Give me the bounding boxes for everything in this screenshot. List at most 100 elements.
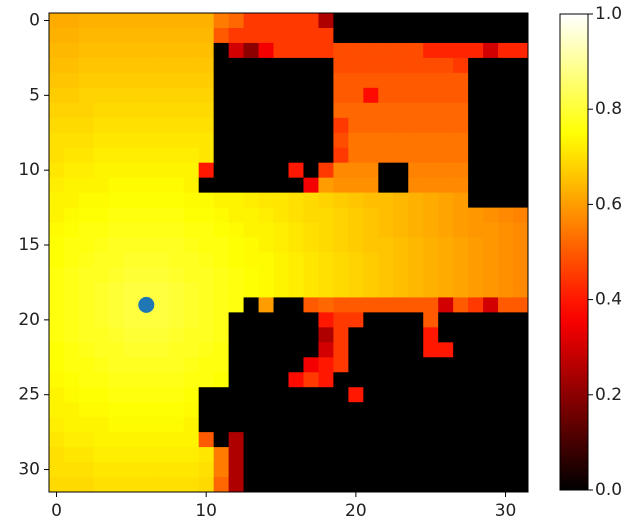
heatmap-cell [108,57,125,74]
heatmap-cell [378,462,394,478]
heatmap-cell [363,462,379,478]
heatmap-cell [438,72,454,89]
heatmap-cell [258,13,274,29]
heatmap-cell [228,27,244,44]
heatmap-cell [198,222,215,238]
heatmap-cell [78,27,95,44]
heatmap-cell [438,372,454,388]
heatmap-cell [198,102,215,119]
heatmap-cell [348,42,364,59]
heatmap-cell [468,87,484,104]
heatmap-cell [168,327,185,343]
heatmap-cell [378,342,394,358]
heatmap-cell [49,402,65,418]
heatmap-cell [168,477,185,493]
heatmap-cell [138,207,155,223]
heatmap-cell [438,27,454,44]
heatmap-cell [228,327,244,343]
heatmap-cell [333,342,349,358]
heatmap-cell [123,387,140,403]
heatmap-cell [423,132,439,149]
heatmap-cell [363,147,379,164]
heatmap-cell [258,402,274,418]
heatmap-cell [303,312,319,328]
heatmap-cell [423,282,439,298]
heatmap-cell [168,297,185,313]
heatmap-cell [303,372,319,388]
heatmap-cell [498,342,514,358]
heatmap-cell [108,117,125,134]
heatmap-cell [228,297,244,313]
heatmap-cell [378,432,394,448]
heatmap-cell [438,207,454,223]
heatmap-cell [183,432,200,448]
heatmap-cell [78,177,95,194]
heatmap-cell [168,57,185,74]
heatmap-cell [243,147,259,164]
heatmap-cell [438,147,454,164]
heatmap-cell [408,462,424,478]
heatmap-cell [348,177,364,194]
heatmap-cell [483,13,499,29]
heatmap-cell [408,447,424,463]
heatmap-cell [438,42,454,59]
heatmap-cell [228,432,244,448]
heatmap-cell [378,117,394,134]
heatmap-cell [363,42,379,59]
heatmap-cell [318,267,334,283]
heatmap-cell [318,102,334,119]
heatmap-cell [438,462,454,478]
heatmap-cell [49,222,65,238]
heatmap-cell [78,132,95,149]
heatmap-cell [258,372,274,388]
heatmap-cell [288,387,304,403]
heatmap-cell [483,42,499,59]
heatmap-cell [93,207,110,223]
heatmap-cell [513,342,529,358]
heatmap-cell [198,372,215,388]
heatmap-cell [78,312,95,328]
heatmap-cell [273,102,289,119]
heatmap-cell [483,147,499,164]
heatmap-cell [228,387,244,403]
heatmap-cell [483,132,499,149]
heatmap-cell [153,477,170,493]
heatmap-cell [498,132,514,149]
heatmap-cell [303,57,319,74]
heatmap-cell [333,102,349,119]
heatmap-cell [168,237,185,253]
heatmap-cell [378,252,394,268]
heatmap-cell [138,462,155,478]
heatmap-cell [483,447,499,463]
heatmap-cell [123,432,140,448]
heatmap-cell [258,72,274,89]
heatmap-cell [183,27,200,44]
heatmap-cell [393,462,409,478]
heatmap-cell [453,177,469,194]
heatmap-cell [93,252,110,268]
heatmap-cell [108,132,125,149]
heatmap-cell [49,102,65,119]
heatmap-cell [423,27,439,44]
heatmap-cell [333,87,349,104]
heatmap-cell [363,87,379,104]
heatmap-cell [378,13,394,29]
heatmap-cell [63,102,80,119]
heatmap-cell [378,57,394,74]
heatmap-cell [273,312,289,328]
heatmap-cell [123,117,140,134]
heatmap-cell [258,312,274,328]
heatmap-cell [438,402,454,418]
heatmap-cell [408,477,424,493]
heatmap-cell [108,177,125,194]
heatmap-cell [93,387,110,403]
heatmap-cell [498,207,514,223]
heatmap-cell [453,312,469,328]
heatmap-cell [123,447,140,463]
heatmap-cell [63,357,80,373]
colorbar-tick-label: 0.6 [595,194,622,214]
heatmap-cell [303,27,319,44]
heatmap-cell [138,147,155,164]
heatmap-cell [348,237,364,253]
heatmap-cell [93,237,110,253]
